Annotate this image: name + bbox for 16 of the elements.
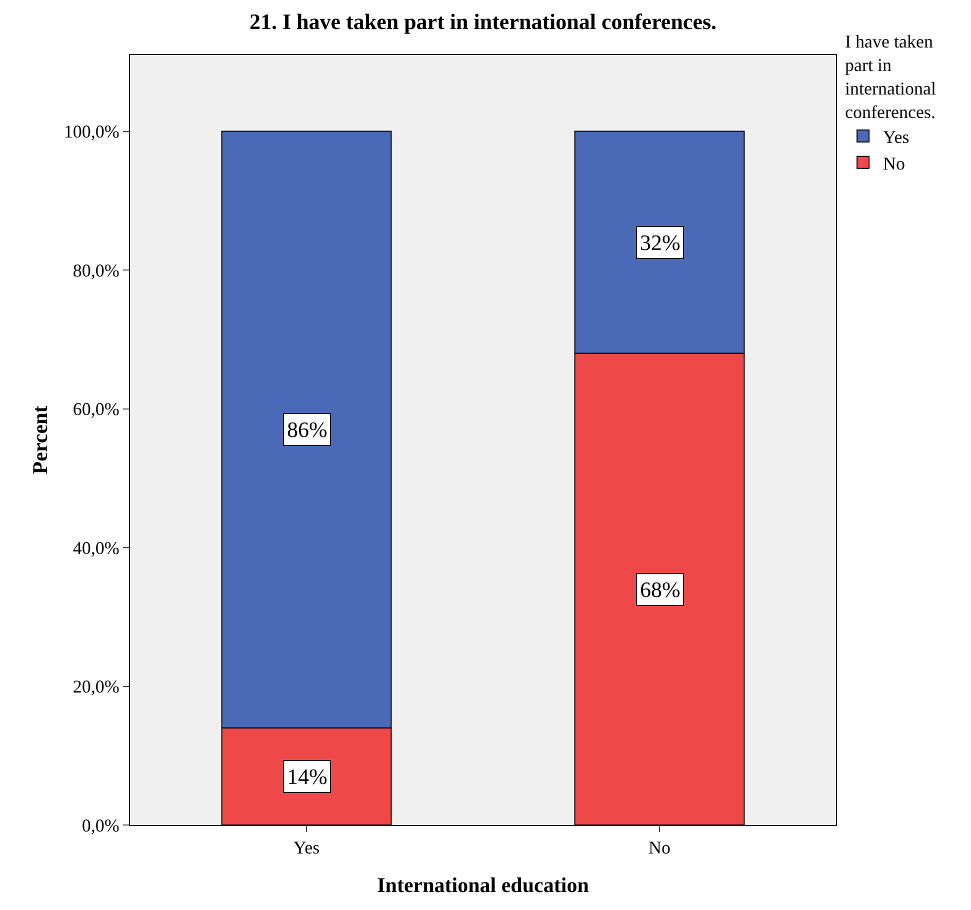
data-label: 14% <box>287 764 328 789</box>
data-label: 32% <box>640 230 680 255</box>
data-label: 68% <box>640 577 680 602</box>
y-tick-label: 40,0% <box>72 538 120 558</box>
chart-title: 21. I have taken part in international conferences. <box>249 9 717 34</box>
y-tick-label: 20,0% <box>72 676 120 697</box>
y-axis-title: Percent <box>28 406 52 474</box>
y-tick-label: 60,0% <box>72 399 120 420</box>
legend-title: I have taken part in international conferences. <box>845 32 936 122</box>
y-tick-label: 0,0% <box>82 815 120 836</box>
y-tick-label: 80,0% <box>72 260 120 280</box>
x-axis-title: International education <box>377 872 590 897</box>
y-tick-label: 100,0% <box>64 122 120 142</box>
data-label: 86% <box>287 417 328 442</box>
legend-label: Yes <box>883 127 910 148</box>
legend-label: No <box>883 153 906 174</box>
